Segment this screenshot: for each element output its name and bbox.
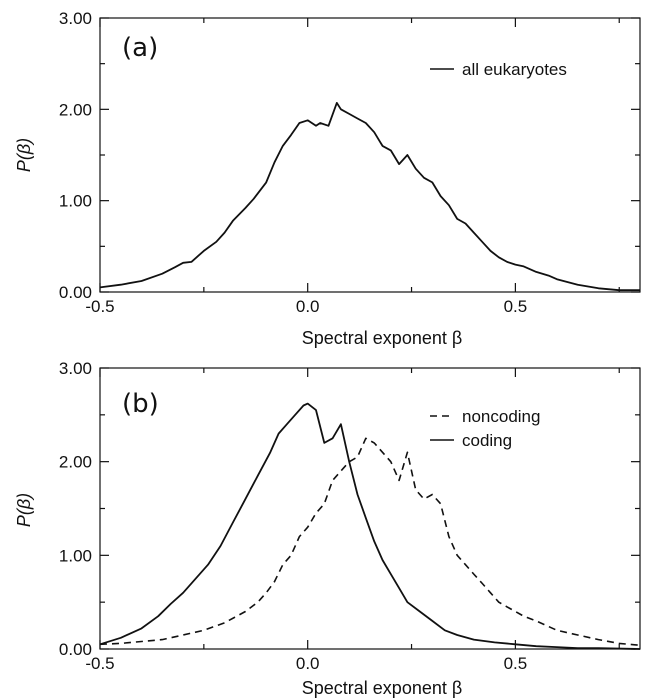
legend: all eukaryotes xyxy=(430,60,567,79)
y-tick-label: 2.00 xyxy=(59,453,92,472)
panel-b: -0.5 0.0 0.5 0.00 1.00 2.00 3.00 (b) P(β) Spec… xyxy=(14,359,641,698)
x-axis-title: Spectral exponent β xyxy=(302,678,462,698)
y-tick-label: 1.00 xyxy=(59,546,92,565)
y-axis-title: P(β) xyxy=(14,138,34,172)
x-tick-label: -0.5 xyxy=(85,297,114,316)
panel-label: (a) xyxy=(122,33,158,63)
panel-a: -0.5 0.0 0.5 0.00 1.00 2.00 3.00 (a) P(β) Spec… xyxy=(14,9,641,348)
x-axis-title: Spectral exponent β xyxy=(302,328,462,348)
plot-frame xyxy=(99,367,641,650)
series-line-all-eukaryotes xyxy=(99,102,640,292)
legend-label: all eukaryotes xyxy=(462,60,567,79)
x-tick-label: 0.0 xyxy=(296,297,320,316)
y-tick-label: 1.00 xyxy=(59,192,92,211)
panel-label: (b) xyxy=(122,389,159,419)
series-line-coding xyxy=(99,402,641,650)
x-tick-label: -0.5 xyxy=(85,654,114,673)
y-tick-label: 0.00 xyxy=(59,640,92,659)
series-line-noncoding xyxy=(99,437,641,647)
x-tick-label: 0.5 xyxy=(504,297,528,316)
legend: noncoding coding xyxy=(430,407,540,450)
y-tick-label: 3.00 xyxy=(59,359,92,378)
y-axis-title: P(β) xyxy=(14,493,34,527)
y-tick-label: 0.00 xyxy=(59,283,92,302)
legend-label: noncoding xyxy=(462,407,540,426)
y-tick-label: 2.00 xyxy=(59,100,92,119)
x-tick-label: 0.0 xyxy=(296,654,320,673)
legend-label: coding xyxy=(462,431,512,450)
x-tick-label: 0.5 xyxy=(504,654,528,673)
y-tick-label: 3.00 xyxy=(59,9,92,28)
